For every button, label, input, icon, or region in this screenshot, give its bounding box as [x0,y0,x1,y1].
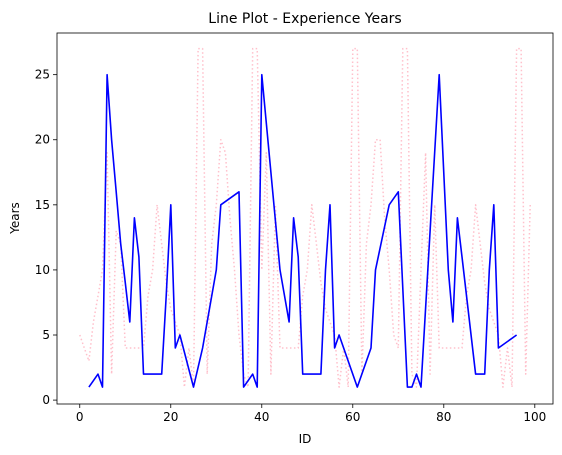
y-tick-label: 25 [35,68,50,82]
series-line-2 [79,47,531,388]
plot-area [57,33,553,404]
x-tick-label: 80 [436,410,451,424]
y-axis-title: Years [8,202,22,235]
series-layer [79,47,531,388]
axes-layer: 0 20 40 60 80 100 0 5 10 15 20 25 [35,32,554,424]
x-tick-label: 40 [254,410,269,424]
x-tick-label: 0 [76,410,84,424]
y-tick-label: 0 [42,393,50,407]
y-tick-label: 5 [42,328,50,342]
chart-title: Line Plot - Experience Years [208,11,401,27]
y-tick-label: 15 [35,198,50,212]
x-axis-title: ID [299,432,312,446]
x-tick-label: 60 [345,410,360,424]
plot-frame [56,32,554,405]
x-tick-label: 20 [163,410,178,424]
y-tick-label: 10 [35,263,50,277]
y-tick-label: 20 [35,133,50,147]
x-tick-label: 100 [523,410,546,424]
series-line-1 [88,73,518,388]
